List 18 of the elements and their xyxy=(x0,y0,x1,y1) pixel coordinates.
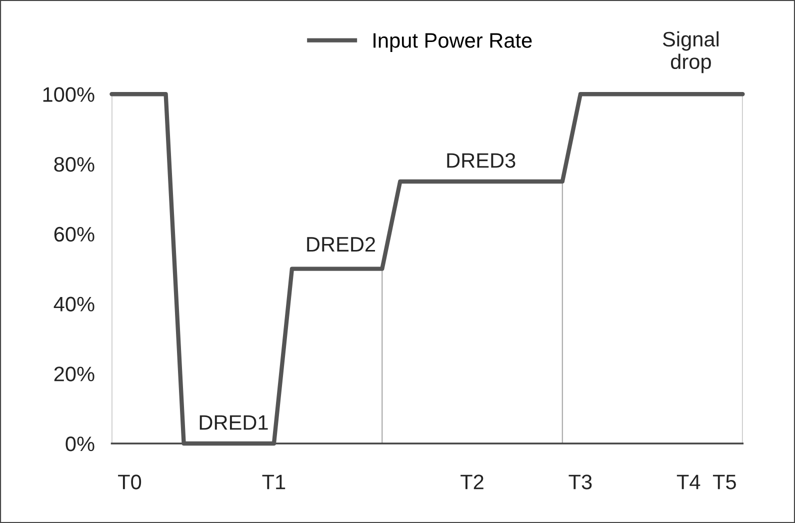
x-tick-label: T1 xyxy=(262,474,286,490)
x-tick-label: T5 xyxy=(712,474,736,490)
y-tick-label: 60% xyxy=(54,226,94,242)
y-tick-label: 100% xyxy=(43,87,94,102)
x-tick-label: T4 xyxy=(676,474,700,490)
y-tick-label: 80% xyxy=(54,157,94,172)
x-tick-label: T0 xyxy=(118,474,142,490)
y-tick-label: 40% xyxy=(54,296,94,312)
annotation: DRED1 xyxy=(200,415,268,430)
annotation: DRED2 xyxy=(307,236,376,252)
x-tick-label: T3 xyxy=(568,474,592,490)
x-tick-label: T2 xyxy=(460,474,484,490)
annotation: DRED3 xyxy=(447,153,516,168)
y-tick-label: 20% xyxy=(54,366,94,382)
legend-label: Input Power Rate xyxy=(374,33,532,52)
y-tick-label: 0% xyxy=(66,436,94,452)
line-series xyxy=(110,92,745,446)
text: Signal drop xyxy=(662,31,719,74)
